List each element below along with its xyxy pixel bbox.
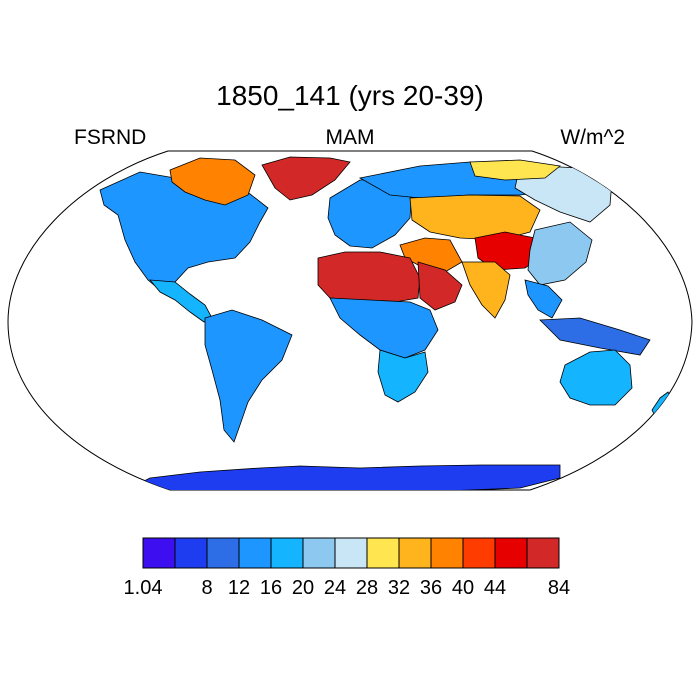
canadian-arctic (169, 157, 256, 206)
colorbar-tick-label: 84 (548, 577, 570, 599)
colorbar-box (526, 537, 560, 569)
colorbar-tick-label: 20 (292, 577, 314, 599)
arctic-coast-asia (469, 159, 561, 181)
colorbar-tick-label: 24 (324, 577, 346, 599)
indonesia (539, 317, 651, 356)
map-title: 1850_141 (yrs 20-39) (216, 80, 484, 111)
colorbar-tick-label: 8 (201, 577, 212, 599)
sahara (317, 251, 421, 303)
colorbar-box (174, 537, 208, 569)
units-label: W/m^2 (560, 126, 625, 149)
colorbar-tick-label: 36 (420, 577, 442, 599)
southern-africa (377, 349, 429, 403)
china (527, 221, 593, 286)
colorbar-tick-label: 1.04 (124, 577, 163, 599)
colorbar-box (334, 537, 368, 569)
colorbar-tick-label: 32 (388, 577, 410, 599)
central-africa (329, 297, 439, 359)
arabia (417, 261, 463, 311)
colorbar-box (270, 537, 304, 569)
season-label: MAM (325, 126, 375, 149)
colorbar-box (494, 537, 528, 569)
southeast-asia (524, 279, 563, 319)
colorbar-tick-label: 28 (356, 577, 378, 599)
variable-label: FSRND (74, 126, 147, 149)
colorbar-box (206, 537, 240, 569)
greenland (261, 156, 351, 201)
colorbar-tick-label: 40 (452, 577, 474, 599)
colorbar-box (238, 537, 272, 569)
colorbar-box (366, 537, 400, 569)
australia (559, 349, 633, 406)
colorbar-box (430, 537, 464, 569)
colorbar-box (142, 537, 176, 569)
colorbar-box (462, 537, 496, 569)
colorbar-tick-label: 12 (228, 577, 250, 599)
colorbar-tick-label: 16 (260, 577, 282, 599)
colorbar-tick-label: 44 (484, 577, 506, 599)
colorbar-box (398, 537, 432, 569)
colorbar-box (302, 537, 336, 569)
south-america (204, 309, 293, 443)
antarctica (128, 464, 561, 490)
india (461, 261, 511, 319)
